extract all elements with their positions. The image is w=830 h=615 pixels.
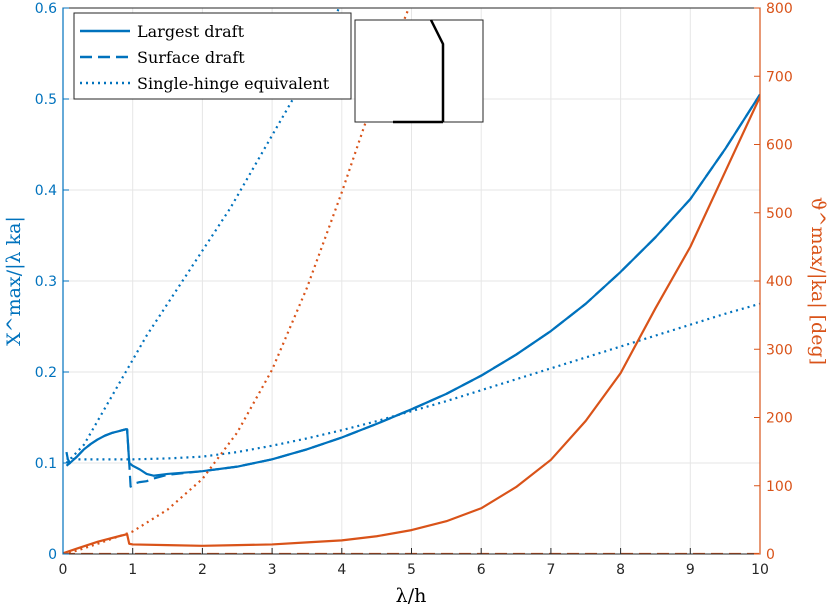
inset-hull-profile (429, 19, 445, 122)
y-right-tick-label: 800 (766, 1, 793, 17)
inset-frame (354, 19, 484, 123)
x-tick-label: 2 (198, 562, 207, 578)
x-tick-label: 7 (546, 562, 555, 578)
y-right-tick-label: 300 (766, 342, 793, 358)
series-line-left-dashed (65, 93, 760, 488)
x-tick-label: 6 (477, 562, 486, 578)
x-tick-label: 9 (686, 562, 695, 578)
series-line-right-dotted (63, 8, 411, 554)
x-tick-label: 1 (128, 562, 137, 578)
y-right-tick-label: 100 (766, 479, 793, 495)
y-right-tick-label: 400 (766, 274, 793, 290)
series-layer (63, 8, 760, 554)
y-right-axis-label: ϑ^max/|ka| [deg] (807, 197, 829, 365)
inset-sketch (354, 19, 484, 124)
x-tick-label: 8 (616, 562, 625, 578)
series-line-left-dotted (66, 302, 760, 461)
y-left-tick-label: 0.6 (35, 1, 57, 17)
y-right-tick-label: 600 (766, 138, 793, 154)
y-left-tick-label: 0.1 (35, 456, 57, 472)
legend-label-largest-draft: Largest draft (137, 22, 245, 41)
y-left-tick-label: 0 (48, 547, 57, 563)
y-left-tick-label: 0.5 (35, 92, 57, 108)
x-tick-label: 5 (407, 562, 416, 578)
y-right-tick-label: 500 (766, 206, 793, 222)
y-right-tick-label: 200 (766, 411, 793, 427)
y-left-axis-label: X^max/|λ ka| (3, 216, 25, 346)
x-tick-label: 0 (59, 562, 68, 578)
x-tick-label: 10 (751, 562, 769, 578)
y-right-tick-label: 0 (766, 547, 775, 563)
y-left-tick-label: 0.3 (35, 274, 57, 290)
legend: Largest draft Surface draft Single-hinge… (73, 12, 352, 100)
legend-label-single-hinge: Single-hinge equivalent (137, 74, 330, 93)
legend-label-surface-draft: Surface draft (137, 48, 245, 67)
axes: 0 1 2 3 4 5 6 7 8 9 1000.10.20.30.40.50.6010020030… (35, 1, 793, 578)
series-line-left-dotted (65, 8, 341, 464)
x-tick-label: 4 (337, 562, 346, 578)
y-right-tick-label: 700 (766, 69, 793, 85)
x-axis-label: λ/h (396, 585, 427, 607)
series-line-left-solid (65, 93, 760, 477)
y-left-tick-label: 0.4 (35, 183, 57, 199)
x-tick-label: 3 (268, 562, 277, 578)
y-left-tick-label: 0.2 (35, 365, 57, 381)
